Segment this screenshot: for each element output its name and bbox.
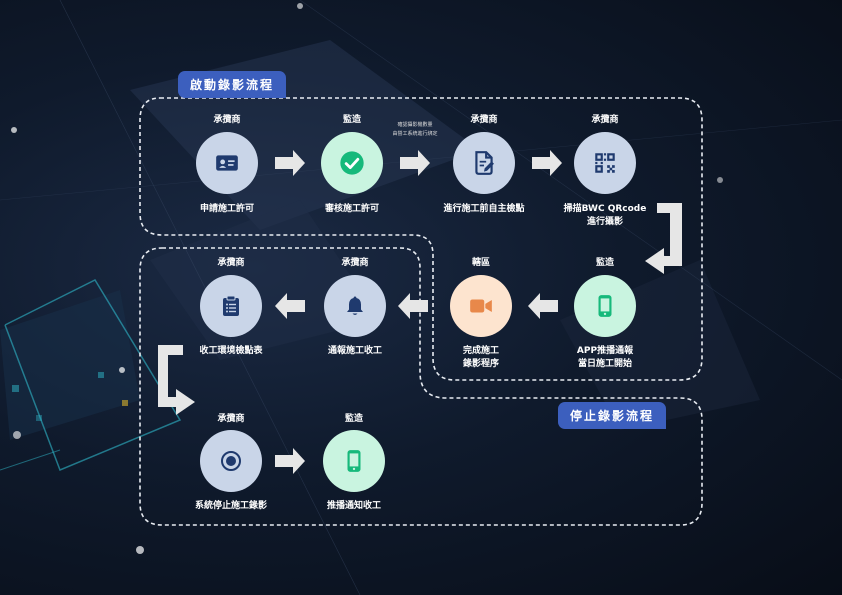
start-flow-title: 啟動錄影流程 bbox=[178, 71, 287, 98]
arrow-3-4 bbox=[532, 150, 562, 176]
step-6-label: 完成施工 錄影程序 bbox=[463, 345, 499, 371]
start-flow-boundary bbox=[139, 97, 703, 381]
step-10-label: 推播通知收工 bbox=[326, 501, 382, 511]
step-7-label: 通報施工收工 bbox=[327, 346, 383, 356]
step-1-role: 承攬商 bbox=[213, 115, 241, 125]
arrow-5-6 bbox=[528, 293, 558, 319]
step-1-label: 申請施工許可 bbox=[199, 204, 255, 214]
step-8-label: 收工環境檢點表 bbox=[199, 346, 263, 356]
step-3-role: 承攬商 bbox=[470, 115, 498, 125]
arrow-2-3 bbox=[400, 150, 430, 176]
step-10-role: 監造 bbox=[344, 414, 364, 424]
step-3-note-line-1: 確認攝影機數量 bbox=[397, 122, 433, 128]
step-6-label-line-1: 完成施工 bbox=[462, 346, 500, 356]
bell-icon bbox=[347, 296, 363, 316]
arrow-4-5 bbox=[645, 203, 682, 274]
smartphone-icon bbox=[598, 295, 612, 317]
step-2-role: 監造 bbox=[342, 115, 362, 125]
arrow-8-9 bbox=[158, 345, 195, 415]
step-2-label: 審核施工許可 bbox=[324, 204, 380, 214]
step-6-role: 轄區 bbox=[471, 258, 491, 268]
step-3-node[interactable] bbox=[453, 132, 515, 194]
step-9-node[interactable] bbox=[200, 430, 262, 492]
step-4-label: 掃描BWC QRcode 進行攝影 bbox=[564, 203, 647, 229]
step-9-role: 承攬商 bbox=[217, 414, 245, 424]
check-circle-icon bbox=[340, 151, 364, 175]
step-8-role: 承攬商 bbox=[217, 258, 245, 268]
step-7-node[interactable] bbox=[324, 275, 386, 337]
step-4-role: 承攬商 bbox=[591, 115, 619, 125]
qrcode-icon bbox=[595, 153, 615, 173]
arrow-7-8 bbox=[275, 293, 305, 319]
step-3-note-line-2: 由營工系統進行綁定 bbox=[392, 131, 438, 137]
step-4-node[interactable] bbox=[574, 132, 636, 194]
step-2-node[interactable] bbox=[321, 132, 383, 194]
step-10-node[interactable] bbox=[323, 430, 385, 492]
step-5-label-line-2: 當日施工開始 bbox=[577, 359, 633, 369]
arrow-1-2 bbox=[275, 150, 305, 176]
step-9-label: 系統停止施工錄影 bbox=[194, 501, 268, 511]
step-5-role: 監造 bbox=[595, 258, 615, 268]
step-5-label-line-1: APP推播通報 bbox=[576, 346, 634, 356]
step-1-node[interactable] bbox=[196, 132, 258, 194]
step-5-node[interactable] bbox=[574, 275, 636, 337]
step-7-role: 承攬商 bbox=[341, 258, 369, 268]
video-camera-icon bbox=[470, 299, 492, 313]
step-8-node[interactable] bbox=[200, 275, 262, 337]
step-3-label: 進行施工前自主檢點 bbox=[443, 204, 525, 214]
smartphone-icon bbox=[347, 450, 361, 472]
record-stop-icon bbox=[221, 451, 241, 471]
clipboard-icon bbox=[223, 295, 239, 316]
stop-flow-title: 停止錄影流程 bbox=[558, 402, 667, 429]
step-4-label-line-1: 掃描BWC QRcode bbox=[563, 204, 647, 214]
step-4-label-line-2: 進行攝影 bbox=[586, 217, 623, 227]
step-6-node[interactable] bbox=[450, 275, 512, 337]
step-5-label: APP推播通報 當日施工開始 bbox=[577, 345, 633, 371]
step-6-label-line-2: 錄影程序 bbox=[462, 359, 500, 369]
arrow-9-10 bbox=[275, 448, 305, 474]
id-card-icon bbox=[216, 155, 238, 171]
arrow-6-7 bbox=[398, 293, 428, 319]
document-edit-icon bbox=[475, 151, 494, 175]
